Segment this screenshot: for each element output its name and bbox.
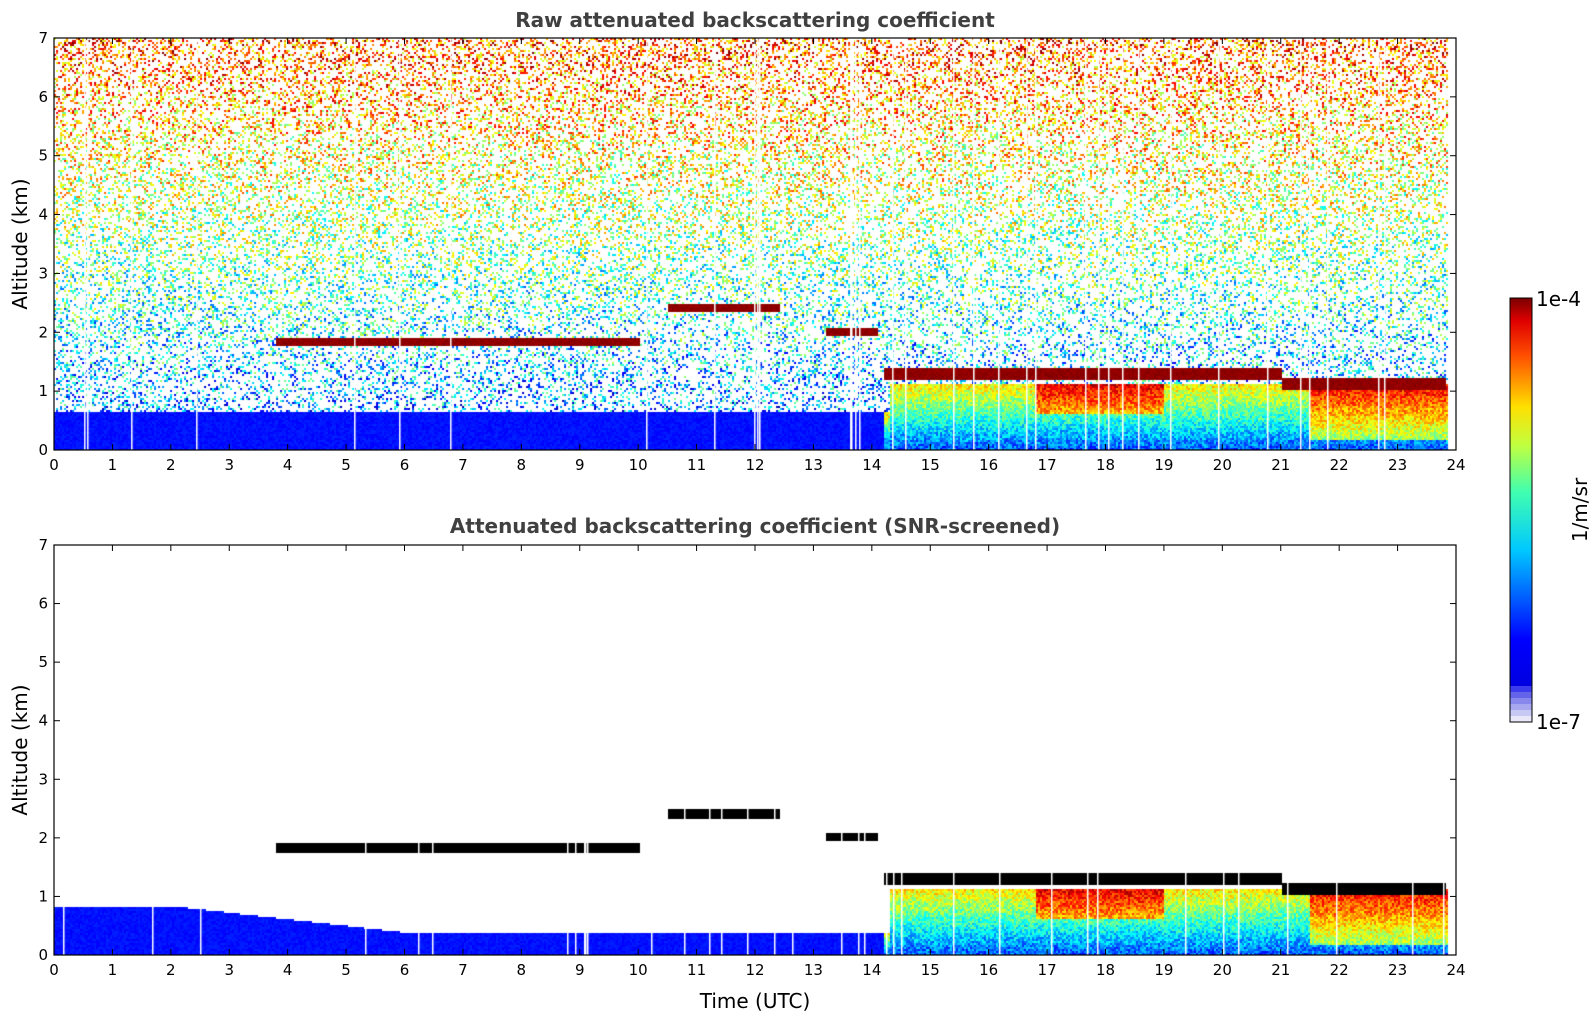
chart-title: Attenuated backscattering coefficient (S…	[450, 514, 1060, 538]
heatmap-image	[54, 545, 1456, 955]
heatmap-area	[54, 545, 1456, 955]
x-tick-label: 1	[108, 961, 118, 979]
x-tick-label: 4	[283, 961, 293, 979]
colorbar-step	[1510, 716, 1532, 722]
heatmap-area	[54, 38, 1456, 450]
panel-screened: Attenuated backscattering coefficient (S…	[8, 514, 1466, 1013]
y-tick-label: 3	[38, 770, 48, 788]
heatmap-image	[54, 38, 1456, 450]
x-tick-label: 12	[745, 456, 764, 474]
x-tick-label: 0	[49, 961, 59, 979]
colorbar-step	[1510, 704, 1532, 710]
colorbar-min-label: 1e-7	[1536, 710, 1581, 734]
x-tick-label: 21	[1271, 456, 1290, 474]
x-tick-label: 10	[629, 961, 648, 979]
x-tick-label: 5	[341, 961, 351, 979]
x-tick-label: 15	[921, 961, 940, 979]
x-tick-label: 8	[517, 961, 527, 979]
x-tick-label: 4	[283, 456, 293, 474]
x-tick-label: 21	[1271, 961, 1290, 979]
y-tick-label: 3	[38, 264, 48, 282]
y-tick-label: 7	[38, 536, 48, 554]
x-tick-label: 7	[458, 961, 468, 979]
x-tick-label: 3	[224, 456, 234, 474]
x-tick-label: 16	[979, 961, 998, 979]
x-tick-label: 1	[108, 456, 118, 474]
x-tick-label: 24	[1446, 961, 1465, 979]
x-tick-label: 14	[862, 961, 881, 979]
x-tick-label: 24	[1446, 456, 1465, 474]
colorbar-step	[1510, 710, 1532, 716]
x-tick-label: 18	[1096, 456, 1115, 474]
colorbar-low-steps	[1510, 686, 1532, 722]
y-axis-label: Altitude (km)	[8, 178, 32, 309]
y-tick-label: 2	[38, 829, 48, 847]
colorbar-step	[1510, 686, 1532, 692]
y-axis-ticks: 0 1 2 3 4 5 6 7	[38, 536, 1456, 964]
x-tick-label: 11	[687, 961, 706, 979]
x-tick-label: 22	[1330, 961, 1349, 979]
x-tick-label: 23	[1388, 456, 1407, 474]
x-tick-label: 5	[341, 456, 351, 474]
colorbar-max-label: 1e-4	[1536, 287, 1581, 311]
x-tick-label: 22	[1330, 456, 1349, 474]
colorbar-gradient	[1510, 298, 1532, 686]
x-tick-label: 6	[400, 961, 410, 979]
colorbar-unit-label: 1/m/sr	[1568, 477, 1592, 542]
y-tick-label: 0	[38, 946, 48, 964]
x-tick-label: 13	[804, 456, 823, 474]
y-tick-label: 2	[38, 323, 48, 341]
y-axis-ticks: 0 1 2 3 4 5 6 7	[38, 29, 1456, 459]
x-tick-label: 17	[1038, 456, 1057, 474]
x-tick-label: 14	[862, 456, 881, 474]
x-tick-label: 9	[575, 961, 585, 979]
colorbar-frame	[1509, 297, 1533, 723]
y-axis-label: Altitude (km)	[8, 684, 32, 815]
colorbar-step	[1510, 692, 1532, 698]
x-tick-label: 2	[166, 961, 176, 979]
x-tick-label: 13	[804, 961, 823, 979]
y-tick-label: 0	[38, 441, 48, 459]
x-axis-ticks: 0 1 2 3 4 5 6 7 8 9 10 11 12 13 14 15 16 17 18 19 20 21 22 23 24	[49, 545, 1466, 979]
x-tick-label: 11	[687, 456, 706, 474]
y-tick-label: 1	[38, 382, 48, 400]
panel-raw: Raw attenuated backscattering coefficien…	[8, 8, 1466, 474]
x-tick-label: 16	[979, 456, 998, 474]
x-tick-label: 20	[1213, 456, 1232, 474]
y-tick-label: 5	[38, 653, 48, 671]
x-tick-label: 6	[400, 456, 410, 474]
y-tick-label: 4	[38, 712, 48, 730]
y-tick-label: 1	[38, 887, 48, 905]
x-tick-label: 23	[1388, 961, 1407, 979]
x-tick-label: 20	[1213, 961, 1232, 979]
chart-title: Raw attenuated backscattering coefficien…	[515, 8, 995, 32]
x-tick-label: 10	[629, 456, 648, 474]
x-tick-label: 19	[1154, 961, 1173, 979]
x-tick-label: 19	[1154, 456, 1173, 474]
x-axis-label: Time (UTC)	[699, 989, 811, 1013]
x-tick-label: 18	[1096, 961, 1115, 979]
x-tick-label: 15	[921, 456, 940, 474]
x-tick-label: 0	[49, 456, 59, 474]
x-tick-label: 17	[1038, 961, 1057, 979]
y-tick-label: 6	[38, 88, 48, 106]
x-tick-label: 12	[745, 961, 764, 979]
x-tick-label: 7	[458, 456, 468, 474]
y-tick-label: 6	[38, 595, 48, 613]
x-axis-ticks: 0 1 2 3 4 5 6 7 8 9 10 11 12 13 14 15 16 17 18 19 20 21 22 23 24	[49, 38, 1466, 474]
x-tick-label: 2	[166, 456, 176, 474]
colorbar-step	[1510, 698, 1532, 704]
colorbar: 1e-4 1e-7 1/m/sr	[1509, 287, 1592, 734]
x-tick-label: 8	[517, 456, 527, 474]
y-tick-label: 7	[38, 29, 48, 47]
y-tick-label: 4	[38, 206, 48, 224]
x-tick-label: 3	[224, 961, 234, 979]
y-tick-label: 5	[38, 147, 48, 165]
x-tick-label: 9	[575, 456, 585, 474]
